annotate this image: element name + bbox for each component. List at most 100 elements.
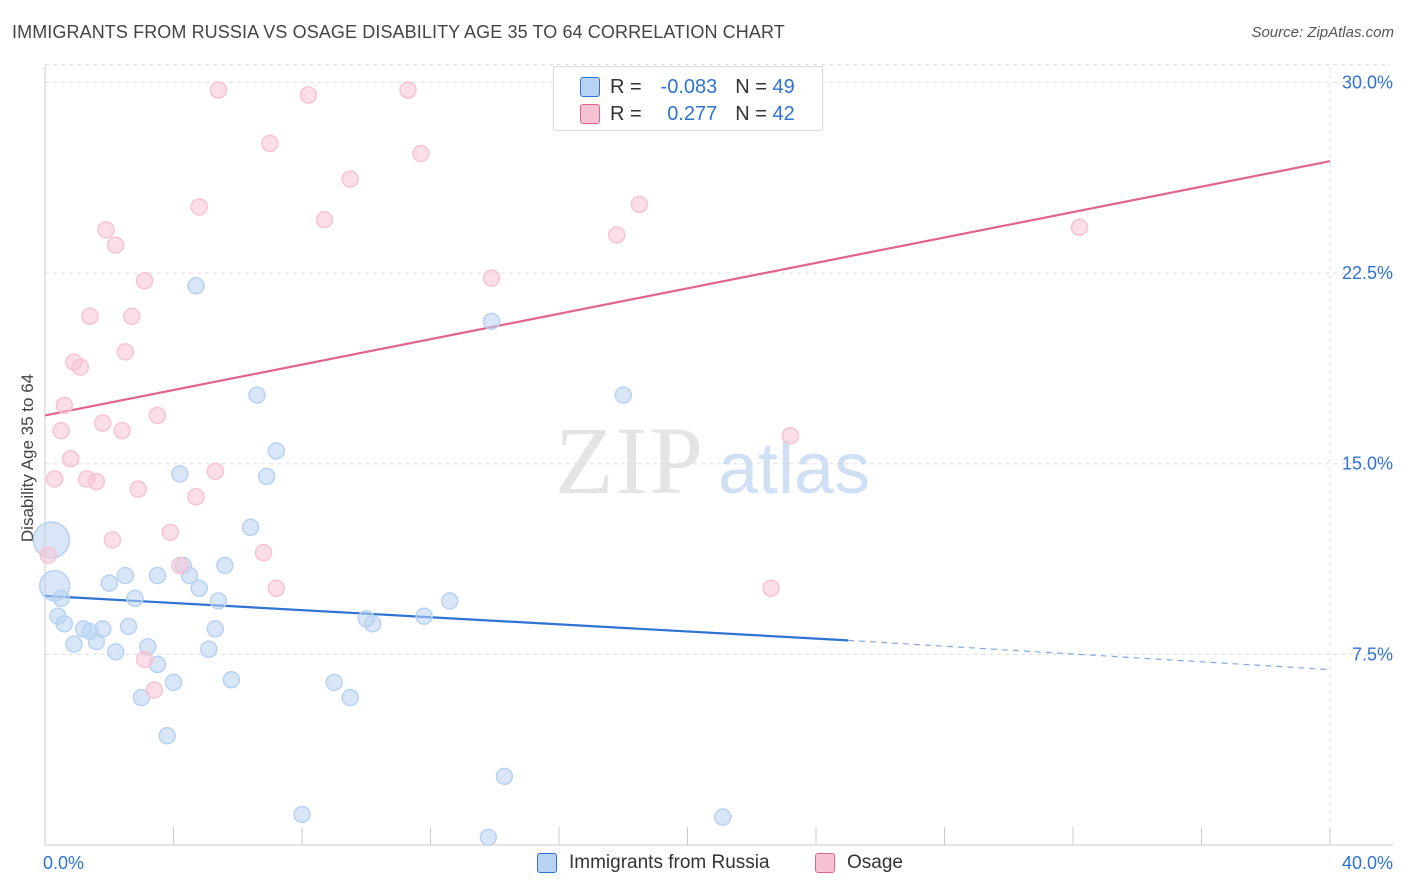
point-osage [187,488,205,506]
point-russia [119,617,138,636]
point-osage [106,236,125,254]
point-russia [52,589,70,608]
chart-title: IMMIGRANTS FROM RUSSIA VS OSAGE DISABILI… [12,22,785,42]
point-russia [441,592,459,610]
point-russia [206,620,225,638]
y-tick-label: 30.0% [1342,72,1393,92]
point-russia [190,579,208,598]
legend-n-value-osage: 42 [772,102,795,125]
point-osage [135,271,154,290]
trend-line-osage [44,160,1331,417]
point-russia [209,592,228,610]
point-osage [781,426,800,445]
point-russia [293,805,311,824]
point-osage [61,449,80,468]
point-osage [116,343,135,361]
point-osage [122,307,141,326]
point-osage [129,480,147,498]
point-osage [55,396,74,414]
point-russia [65,635,83,653]
point-russia [132,688,151,707]
point-osage [87,472,106,491]
source-label: Source: ZipAtlas.com [1251,24,1394,41]
point-osage [412,144,430,163]
point-russia [106,643,125,661]
data-points [32,81,1089,847]
point-russia [164,673,183,692]
bottom-legend-label-russia: Immigrants from Russia [569,852,770,873]
point-osage [209,81,228,99]
point-russia [55,615,74,633]
axes [44,66,1393,846]
point-osage [39,546,57,564]
grid-lines [45,64,1390,845]
point-osage [399,81,417,99]
point-russia [495,767,514,786]
point-osage [171,556,189,575]
point-osage [608,226,626,244]
point-russia [126,589,144,608]
point-osage [190,198,208,216]
point-osage [113,421,131,440]
point-russia [482,312,501,331]
point-russia [341,688,359,707]
watermark-zip: ZIP [555,407,705,514]
point-russia [200,640,218,659]
point-russia [171,465,189,483]
point-osage [97,221,115,239]
legend-swatch-osage [580,104,600,124]
point-osage [45,470,64,488]
legend-n-value-russia: 49 [772,75,795,98]
point-osage [148,406,167,425]
point-russia [257,467,276,486]
point-russia [325,673,343,692]
legend-n-label: N = [735,75,767,98]
point-russia [248,386,266,404]
point-russia [241,518,260,537]
point-osage [762,579,780,598]
point-osage [206,462,225,481]
point-osage [145,681,163,699]
y-tick-label: 15.0% [1342,454,1393,474]
legend-n-label: N = [735,102,767,125]
point-osage [630,195,649,214]
point-russia [100,574,118,592]
point-russia [148,566,167,585]
point-osage [254,543,273,562]
legend-r-value-russia: -0.083 [660,75,718,98]
point-russia [158,726,176,745]
point-osage [299,86,318,104]
point-russia [222,671,241,689]
y-tick-label: 22.5% [1342,263,1393,283]
point-russia [614,386,632,404]
point-osage [1070,218,1089,237]
point-osage [52,421,70,440]
point-russia [267,442,286,460]
stats-legend: R = -0.083 N = 49 R = 0.277 N = 42 [553,66,823,131]
point-osage [315,210,334,229]
point-osage [482,269,501,287]
trend-line-russia-extension [848,639,1331,671]
point-russia [187,277,205,295]
point-osage [81,307,99,326]
point-osage [71,358,90,376]
point-russia [216,556,234,575]
point-osage [94,414,112,432]
trend-lines [44,160,1331,671]
legend-r-label: R = [610,75,642,98]
bottom-legend-osage[interactable]: Osage [815,852,903,874]
x-tick-label-max: 40.0% [1342,853,1393,873]
legend-swatch-russia [580,77,600,97]
legend-row-osage: R = 0.277 N = 42 [580,102,795,126]
bottom-legend-russia[interactable]: Immigrants from Russia [537,852,770,874]
trend-line-russia [44,594,849,642]
point-russia [415,607,433,625]
point-russia [479,828,498,847]
point-osage [261,134,279,153]
legend-r-label: R = [610,102,642,125]
x-tick-label-min: 0.0% [43,853,84,873]
legend-row-russia: R = -0.083 N = 49 [580,75,795,99]
tick-labels: 7.5% 15.0% 22.5% 30.0% 0.0% 40.0% [43,72,1393,873]
point-osage [267,579,286,598]
